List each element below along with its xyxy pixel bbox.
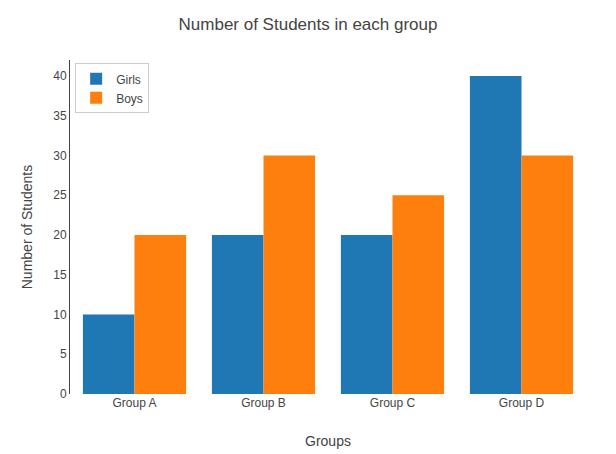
svg-text:25: 25	[53, 188, 67, 202]
svg-text:Boys: Boys	[116, 92, 143, 106]
svg-text:Girls: Girls	[116, 73, 141, 87]
svg-text:40: 40	[53, 69, 67, 83]
svg-text:10: 10	[53, 308, 67, 322]
svg-text:Number of Students: Number of Students	[19, 165, 35, 290]
svg-text:15: 15	[53, 268, 67, 282]
svg-text:Groups: Groups	[305, 433, 351, 449]
svg-text:20: 20	[53, 228, 67, 242]
svg-text:Group C: Group C	[370, 396, 416, 410]
svg-text:Number of Students in each gro: Number of Students in each group	[179, 15, 438, 34]
svg-text:Group B: Group B	[241, 396, 286, 410]
svg-text:5: 5	[60, 347, 67, 361]
svg-text:30: 30	[53, 149, 67, 163]
svg-text:35: 35	[53, 109, 67, 123]
svg-text:Group D: Group D	[499, 396, 545, 410]
svg-text:0: 0	[60, 387, 67, 401]
svg-text:Group A: Group A	[112, 396, 156, 410]
